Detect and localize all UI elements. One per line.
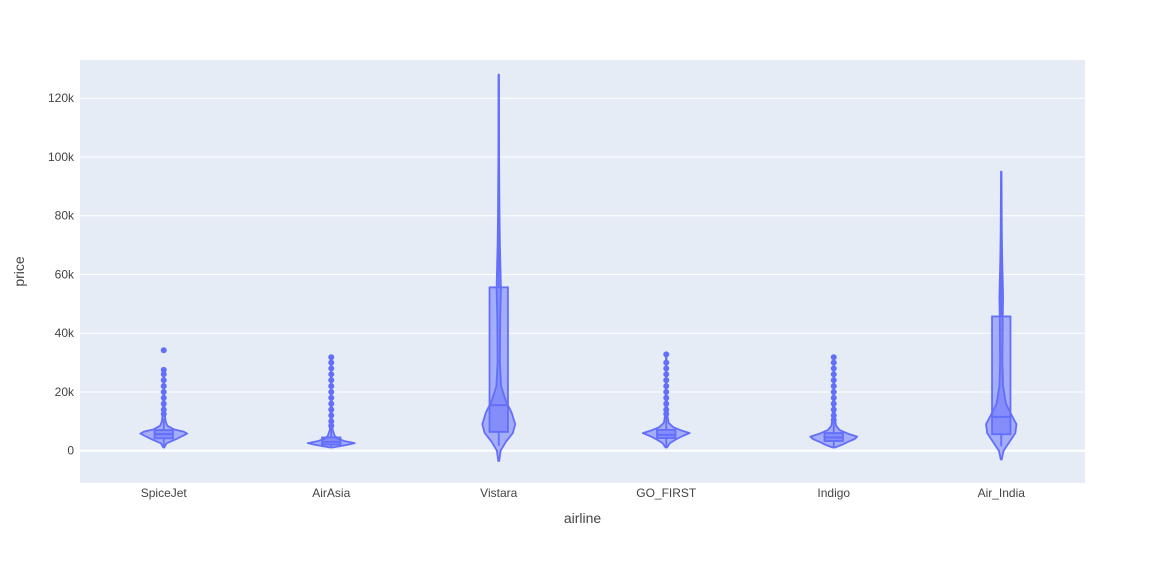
outlier-point — [830, 383, 837, 390]
outlier-point — [830, 400, 837, 407]
outlier-point — [830, 416, 837, 423]
outlier-point — [328, 359, 335, 366]
outlier-point — [160, 377, 167, 384]
violin-air_india — [985, 170, 1018, 461]
outlier-point — [663, 383, 670, 390]
outlier-point — [328, 406, 335, 413]
x-axis-title: airline — [564, 510, 602, 526]
x-tick-label-indigo: Indigo — [817, 486, 850, 500]
y-axis-title: price — [11, 256, 27, 287]
violin-go_first — [641, 351, 691, 449]
outlier-point — [830, 388, 837, 395]
outlier-point — [328, 377, 335, 384]
outlier-point — [830, 365, 837, 372]
outlier-point — [663, 365, 670, 372]
outlier-point — [328, 422, 335, 429]
outlier-point — [160, 400, 167, 407]
outlier-point — [663, 388, 670, 395]
x-tick-label-airasia: AirAsia — [312, 486, 350, 500]
outlier-point — [663, 400, 670, 407]
outlier-point — [328, 394, 335, 401]
x-tick-label-spicejet: SpiceJet — [141, 486, 188, 500]
violin-vistara — [481, 73, 517, 462]
outlier-point — [830, 354, 837, 361]
outlier-point — [830, 412, 837, 419]
violin-indigo — [809, 354, 859, 449]
iqr-box — [488, 286, 509, 433]
outlier-point — [160, 406, 167, 413]
outlier-point — [328, 400, 335, 407]
outlier-point — [328, 418, 335, 425]
violins — [139, 73, 1018, 462]
y-tick-labels: 0 20k 40k 60k 80k 100k 120k — [48, 91, 75, 458]
outlier-point — [830, 359, 837, 366]
outlier-point — [663, 377, 670, 384]
outlier-point — [160, 394, 167, 401]
y-tick-label: 60k — [55, 267, 75, 281]
x-tick-label-vistara: Vistara — [480, 486, 517, 500]
outlier-point — [160, 410, 167, 417]
outlier-point — [328, 412, 335, 419]
outlier-point — [160, 366, 167, 373]
y-tick-label: 100k — [48, 150, 75, 164]
outlier-point — [830, 406, 837, 413]
outlier-point — [663, 359, 670, 366]
x-tick-label-go_first: GO_FIRST — [636, 486, 697, 500]
outlier-point — [328, 388, 335, 395]
outlier-point — [160, 371, 167, 378]
y-gridlines — [80, 97, 1085, 452]
x-tick-labels: SpiceJet AirAsia Vistara GO_FIRST Indigo Air_… — [141, 486, 1026, 500]
y-tick-label: 20k — [55, 385, 75, 399]
y-tick-label: 120k — [48, 91, 75, 105]
outlier-point — [328, 365, 335, 372]
outlier-point — [328, 354, 335, 361]
violin-spicejet — [139, 347, 189, 449]
outlier-point — [160, 383, 167, 390]
y-tick-label: 80k — [55, 209, 75, 223]
outlier-point — [830, 377, 837, 384]
outlier-point — [830, 394, 837, 401]
outlier-point — [663, 406, 670, 413]
violin-airasia — [306, 354, 356, 449]
outlier-point — [663, 351, 670, 358]
outlier-point — [328, 371, 335, 378]
outlier-point — [160, 388, 167, 395]
iqr-box — [991, 315, 1012, 436]
x-tick-label-air_india: Air_India — [978, 486, 1026, 500]
outlier-point — [328, 383, 335, 390]
outlier-point — [663, 394, 670, 401]
outlier-point — [830, 371, 837, 378]
plot-background — [80, 60, 1085, 483]
outlier-point — [663, 410, 670, 417]
outlier-point — [160, 347, 167, 354]
outlier-point — [663, 371, 670, 378]
y-tick-label: 0 — [67, 444, 74, 458]
y-tick-label: 40k — [55, 326, 75, 340]
